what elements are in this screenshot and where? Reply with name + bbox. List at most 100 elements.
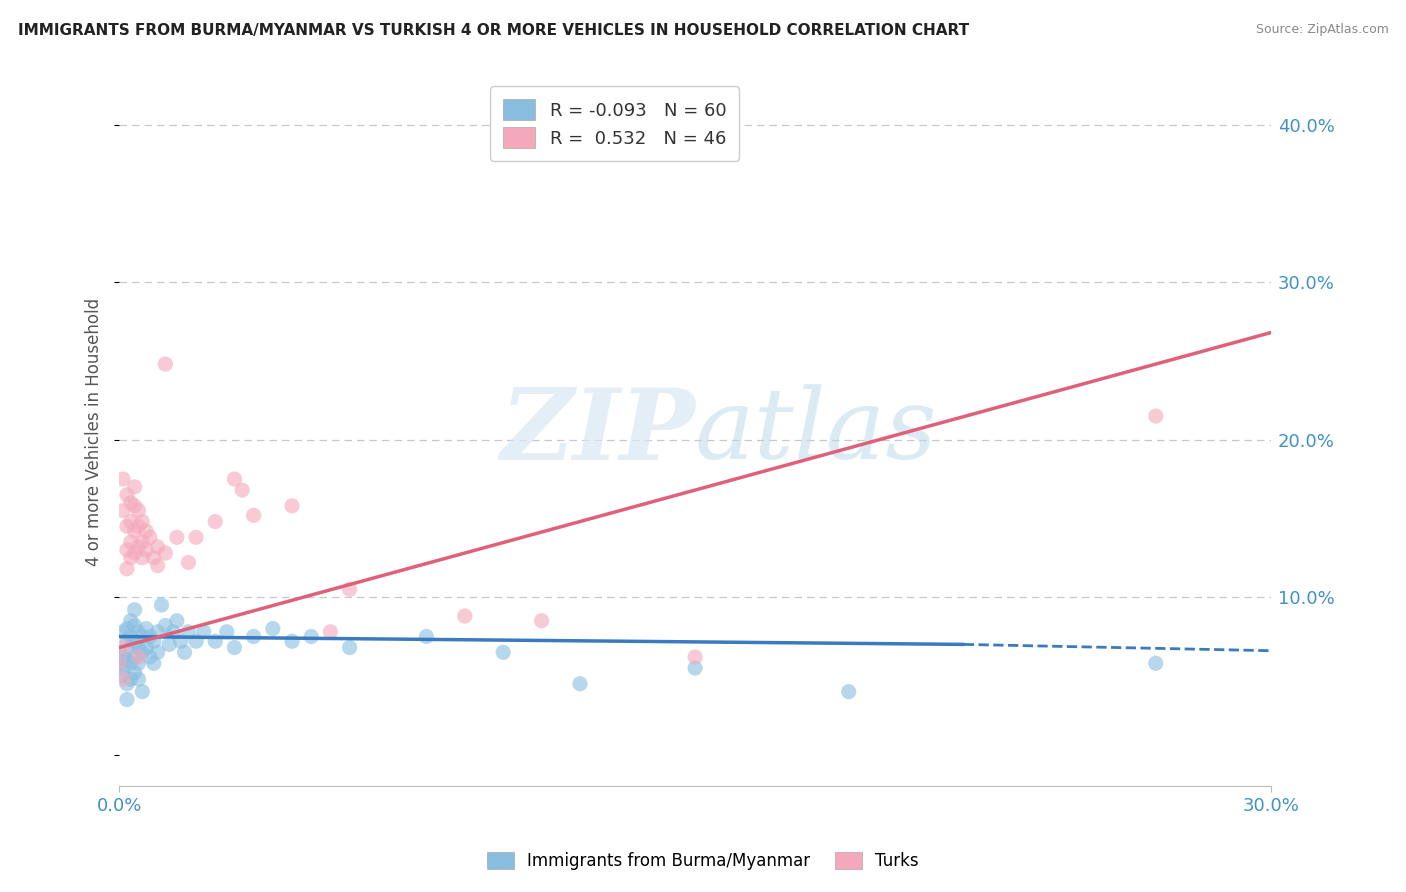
Point [108,657,131,671]
Point [204,634,226,648]
Point [124,634,146,648]
Point [150,598,173,612]
Point [162,624,184,639]
Point [131,535,153,549]
Point [120,515,142,529]
Point [112,640,135,655]
Text: atlas: atlas [695,384,938,479]
Point [568,677,591,691]
Text: Source: ZipAtlas.com: Source: ZipAtlas.com [1256,23,1389,37]
Point [530,614,553,628]
Point [242,630,264,644]
Point [115,692,138,706]
Point [215,624,238,639]
Point [112,672,135,686]
Point [166,530,188,544]
Point [120,657,142,671]
Point [177,624,200,639]
Point [492,645,515,659]
Point [112,669,135,683]
Point [112,650,135,665]
Point [120,550,142,565]
Point [184,530,207,544]
Point [319,624,342,639]
Point [139,650,162,665]
Point [454,609,477,624]
Legend: R = -0.093   N = 60, R =  0.532   N = 46: R = -0.093 N = 60, R = 0.532 N = 46 [491,87,740,161]
Point [224,472,246,486]
Point [112,503,135,517]
Point [157,637,180,651]
Point [127,657,149,671]
Point [155,357,177,371]
Point [124,546,146,560]
Point [108,657,131,671]
Point [108,645,131,659]
Point [170,634,193,648]
Point [112,624,135,639]
Point [127,503,149,517]
Point [139,630,162,644]
Point [127,672,149,686]
Point [115,677,138,691]
Point [204,515,226,529]
Point [115,653,138,667]
Point [115,519,138,533]
Point [142,657,165,671]
Point [142,634,165,648]
Point [112,661,135,675]
Point [115,622,138,636]
Point [112,472,135,486]
Point [155,546,177,560]
Legend: Immigrants from Burma/Myanmar, Turks: Immigrants from Burma/Myanmar, Turks [481,845,925,877]
Point [124,603,146,617]
Point [242,508,264,523]
Point [683,661,706,675]
Point [231,483,253,497]
Point [193,624,215,639]
Point [281,499,304,513]
Point [127,519,149,533]
Point [127,650,149,665]
Point [124,524,146,538]
Point [115,562,138,576]
Point [120,496,142,510]
Point [124,650,146,665]
Point [683,650,706,665]
Point [120,672,142,686]
Point [155,618,177,632]
Point [146,558,169,573]
Point [299,630,322,644]
Point [124,499,146,513]
Point [166,614,188,628]
Point [124,618,146,632]
Point [135,542,157,557]
Point [135,524,157,538]
Point [281,634,304,648]
Point [135,622,157,636]
Point [115,488,138,502]
Y-axis label: 4 or more Vehicles in Household: 4 or more Vehicles in Household [86,298,103,566]
Point [339,640,361,655]
Point [135,640,157,655]
Point [120,614,142,628]
Point [120,640,142,655]
Point [115,542,138,557]
Point [146,624,169,639]
Point [120,630,142,644]
Point [131,550,153,565]
Point [131,630,153,644]
Point [415,630,437,644]
Point [838,684,860,698]
Point [127,640,149,655]
Point [131,684,153,698]
Point [142,550,165,565]
Point [339,582,361,597]
Point [146,645,169,659]
Point [224,640,246,655]
Point [184,634,207,648]
Text: ZIP: ZIP [501,384,695,480]
Point [131,645,153,659]
Point [127,624,149,639]
Point [1144,657,1167,671]
